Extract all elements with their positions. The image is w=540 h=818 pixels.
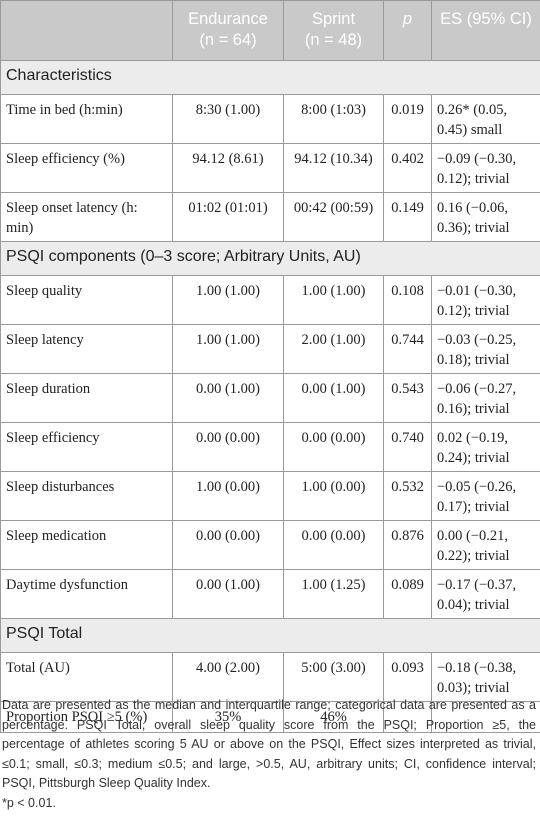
table-row: Sleep quality 1.00 (1.00) 1.00 (1.00) 0.108… — [0, 275, 540, 325]
endurance-value: 0.00 (1.00) — [172, 569, 284, 619]
sprint-value: 94.12 (10.34) — [283, 143, 384, 193]
header-blank — [0, 0, 173, 61]
effect-size-value: −0.18 (−0.38, 0.03); trivial — [431, 652, 540, 702]
p-value: 0.740 — [383, 422, 432, 472]
endurance-value: 8:30 (1.00) — [172, 94, 284, 144]
endurance-value: 0.00 (0.00) — [172, 520, 284, 570]
endurance-value: 01:02 (01:01) — [172, 192, 284, 242]
row-label: Sleep latency — [0, 324, 173, 374]
table-row: Sleep medication 0.00 (0.00) 0.00 (0.00) 0.… — [0, 520, 540, 570]
endurance-n: (n = 64) — [199, 31, 257, 49]
table-row: Sleep latency 1.00 (1.00) 2.00 (1.00) 0.744… — [0, 324, 540, 374]
effect-size-value: −0.01 (−0.30, 0.12); trivial — [431, 275, 540, 325]
endurance-value: 0.00 (1.00) — [172, 373, 284, 423]
sprint-value: 0.00 (0.00) — [283, 520, 384, 570]
endurance-value: 35% — [172, 701, 284, 733]
row-label: Sleep duration — [0, 373, 173, 423]
endurance-value: 4.00 (2.00) — [172, 652, 284, 702]
effect-size-value: −0.17 (−0.37, 0.04); trivial — [431, 569, 540, 619]
row-label: Proportion PSQI ≥5 (%) — [0, 701, 173, 733]
row-label: Sleep medication — [0, 520, 173, 570]
endurance-label: Endurance — [188, 10, 268, 28]
row-label: Sleep quality — [0, 275, 173, 325]
row-label: Sleep efficiency (%) — [0, 143, 173, 193]
header-endurance: Endurance (n = 64) — [172, 0, 284, 61]
table-row: Sleep efficiency 0.00 (0.00) 0.00 (0.00) 0.… — [0, 422, 540, 472]
row-label: Sleep disturbances — [0, 471, 173, 521]
sprint-value: 1.00 (0.00) — [283, 471, 384, 521]
table-row: Daytime dysfunction 0.00 (1.00) 1.00 (1.25… — [0, 569, 540, 619]
sprint-value: 2.00 (1.00) — [283, 324, 384, 374]
endurance-value: 94.12 (8.61) — [172, 143, 284, 193]
p-value: 0.019 — [383, 94, 432, 144]
header-p: p — [383, 0, 432, 61]
effect-size-value: −0.05 (−0.26, 0.17); trivial — [431, 471, 540, 521]
table-row: Sleep duration 0.00 (1.00) 0.00 (1.00) 0.54… — [0, 373, 540, 423]
p-value: 0.744 — [383, 324, 432, 374]
p-value — [383, 701, 432, 733]
sprint-value: 1.00 (1.25) — [283, 569, 384, 619]
footnote-text: Data are presented as the median and int… — [2, 698, 536, 790]
section-title: PSQI Total — [0, 618, 540, 653]
sprint-n: (n = 48) — [304, 31, 363, 49]
section-title: Characteristics — [0, 60, 540, 95]
p-value: 0.093 — [383, 652, 432, 702]
effect-size-value: −0.09 (−0.30, 0.12); trivial — [431, 143, 540, 193]
effect-size-value: 0.16 (−0.06, 0.36); trivial — [431, 192, 540, 242]
effect-size-value: −0.03 (−0.25, 0.18); trivial — [431, 324, 540, 374]
footnote-significance: *p < 0.01. — [2, 795, 56, 810]
row-label: Sleep efficiency — [0, 422, 173, 472]
table-footnote: Data are presented as the median and int… — [0, 696, 538, 813]
sprint-label: Sprint — [311, 10, 356, 28]
table-row: Total (AU) 4.00 (2.00) 5:00 (3.00) 0.093 −0.… — [0, 652, 540, 702]
table-header-row: Endurance (n = 64) Sprint (n = 48) p ES (9… — [0, 0, 540, 61]
table-row: Sleep onset latency (h: min) 01:02 (01:01… — [0, 192, 540, 242]
section-header-row: PSQI Total — [0, 618, 540, 653]
effect-size-value: 0.00 (−0.21, 0.22); trivial — [431, 520, 540, 570]
p-value: 0.402 — [383, 143, 432, 193]
endurance-value: 1.00 (0.00) — [172, 471, 284, 521]
p-value: 0.108 — [383, 275, 432, 325]
sprint-value: 00:42 (00:59) — [283, 192, 384, 242]
p-value: 0.532 — [383, 471, 432, 521]
sprint-value: 5:00 (3.00) — [283, 652, 384, 702]
header-sprint: Sprint (n = 48) — [283, 0, 384, 61]
table-row: Sleep disturbances 1.00 (0.00) 1.00 (0.00)… — [0, 471, 540, 521]
effect-size-value: −0.06 (−0.27, 0.16); trivial — [431, 373, 540, 423]
p-value: 0.149 — [383, 192, 432, 242]
endurance-value: 0.00 (0.00) — [172, 422, 284, 472]
p-value: 0.876 — [383, 520, 432, 570]
effect-size-value: 0.26* (0.05, 0.45) small — [431, 94, 540, 144]
row-label: Time in bed (h:min) — [0, 94, 173, 144]
sprint-value: 0.00 (1.00) — [283, 373, 384, 423]
table-row: Sleep efficiency (%) 94.12 (8.61) 94.12 (1… — [0, 143, 540, 193]
sprint-value: 0.00 (0.00) — [283, 422, 384, 472]
endurance-value: 1.00 (1.00) — [172, 275, 284, 325]
p-value: 0.089 — [383, 569, 432, 619]
p-label: p — [402, 10, 413, 28]
table-body: Characteristics Time in bed (h:min) 8:30 (… — [0, 60, 540, 733]
p-value: 0.543 — [383, 373, 432, 423]
sprint-value: 8:00 (1:03) — [283, 94, 384, 144]
endurance-value: 1.00 (1.00) — [172, 324, 284, 374]
section-title: PSQI components (0–3 score; Arbitrary Un… — [0, 241, 540, 276]
results-table: Endurance (n = 64) Sprint (n = 48) p ES (9… — [0, 0, 540, 733]
row-label: Total (AU) — [0, 652, 173, 702]
effect-size-value: 0.02 (−0.19, 0.24); trivial — [431, 422, 540, 472]
sprint-value: 1.00 (1.00) — [283, 275, 384, 325]
row-label: Sleep onset latency (h: min) — [0, 192, 173, 242]
section-header-row: PSQI components (0–3 score; Arbitrary Un… — [0, 241, 540, 276]
section-header-row: Characteristics — [0, 60, 540, 95]
table-row: Time in bed (h:min) 8:30 (1.00) 8:00 (1:03… — [0, 94, 540, 144]
row-label: Daytime dysfunction — [0, 569, 173, 619]
header-es: ES (95% CI) — [431, 0, 540, 61]
